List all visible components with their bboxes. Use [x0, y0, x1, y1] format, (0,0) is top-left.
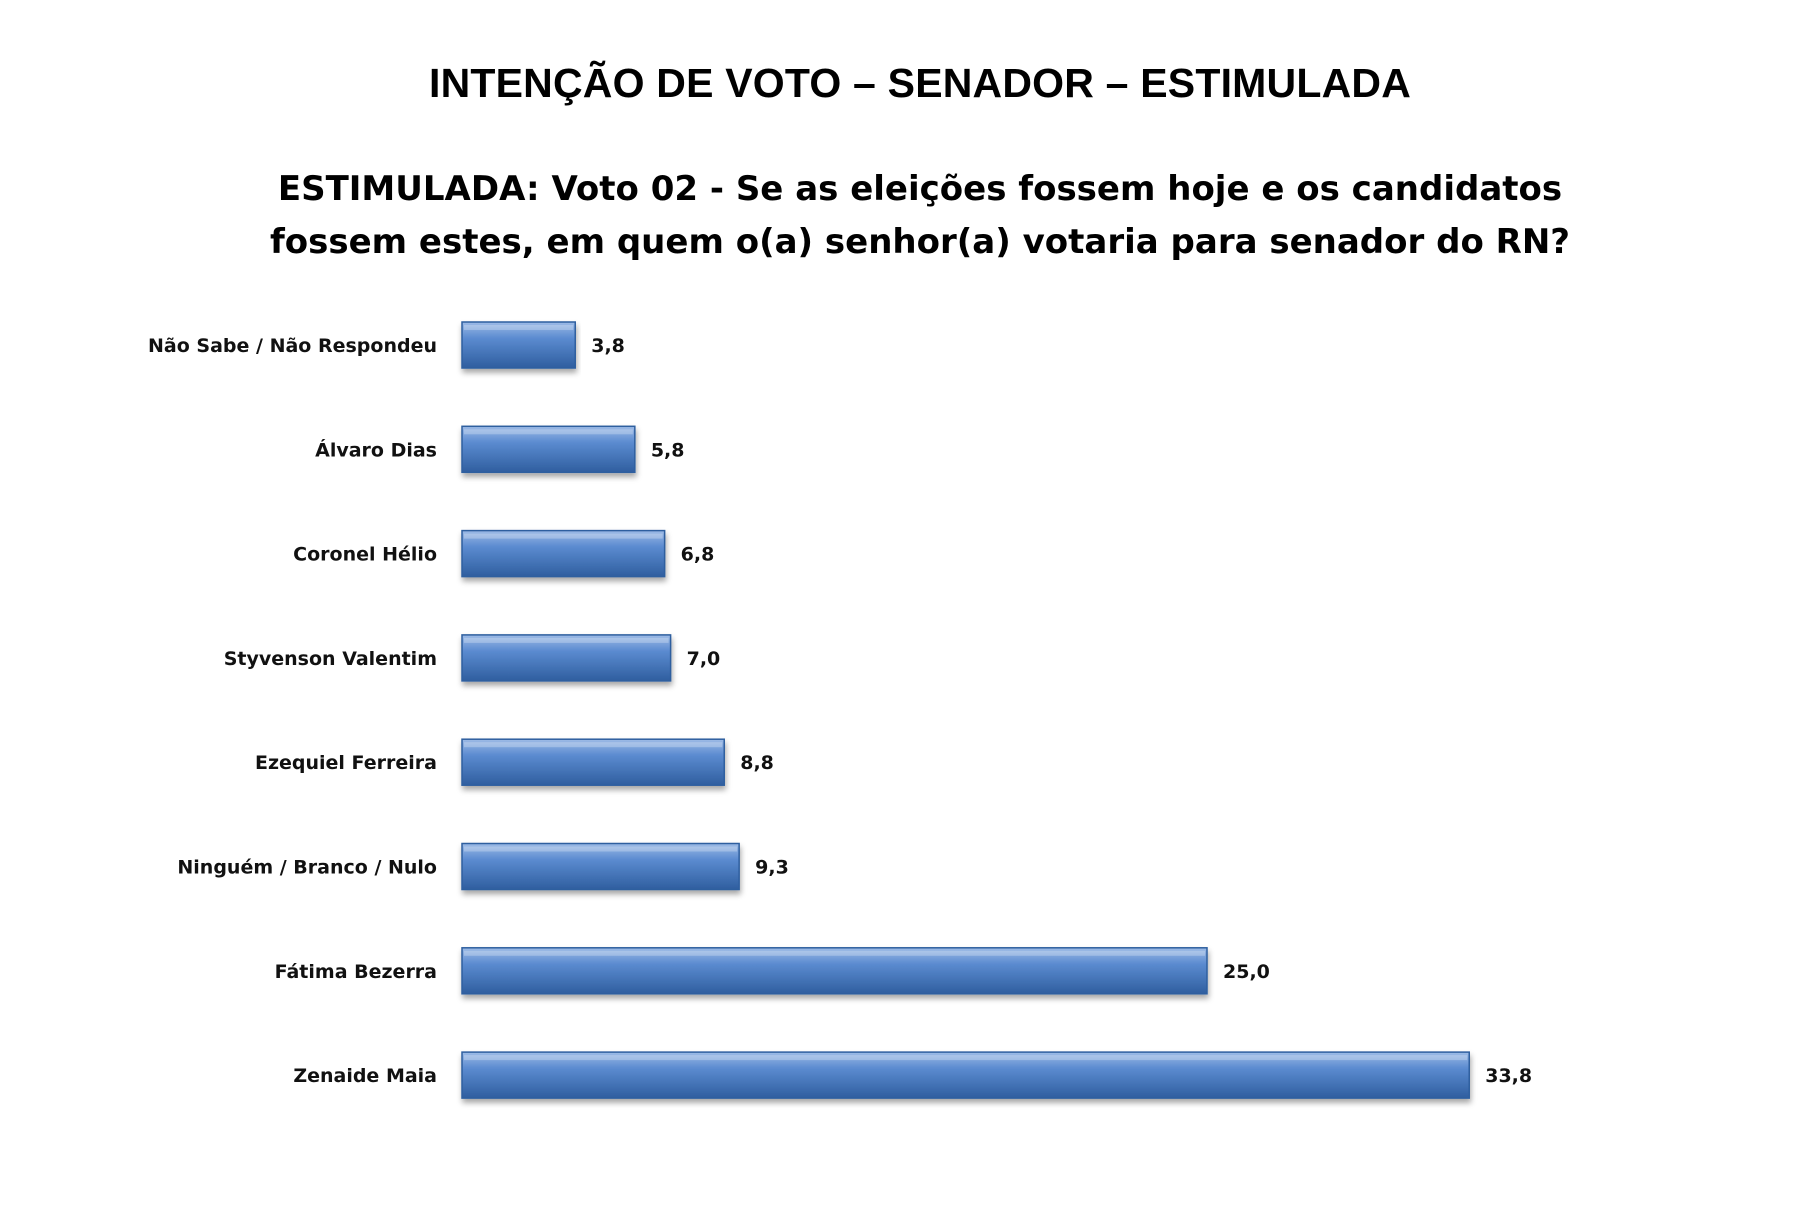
- bar-highlight-3: [464, 637, 669, 643]
- value-label-1: 5,8: [651, 439, 685, 461]
- subtitle-line-2: fossem estes, em quem o(a) senhor(a) vot…: [269, 222, 1571, 262]
- value-label-0: 3,8: [591, 335, 625, 357]
- category-label-5: Ninguém / Branco / Nulo: [177, 857, 437, 879]
- chart-title: INTENÇÃO DE VOTO – SENADOR – ESTIMULADA: [428, 60, 1412, 106]
- bar-highlight-7: [464, 1055, 1468, 1061]
- subtitle-line-1: ESTIMULADA: Voto 02 - Se as eleições fos…: [277, 169, 1563, 209]
- bar-highlight-5: [464, 846, 738, 852]
- bar-2: [461, 529, 666, 578]
- value-label-4: 8,8: [740, 752, 774, 774]
- bar-5: [461, 842, 740, 891]
- value-label-7: 33,8: [1485, 1065, 1532, 1087]
- bar-highlight-4: [464, 742, 723, 748]
- category-label-4: Ezequiel Ferreira: [255, 752, 437, 774]
- value-label-2: 6,8: [681, 544, 715, 566]
- value-label-3: 7,0: [687, 648, 721, 670]
- category-label-1: Álvaro Dias: [315, 438, 437, 461]
- bar-7: [461, 1051, 1470, 1099]
- bar-0: [461, 321, 576, 369]
- chart-subtitle: ESTIMULADA: Voto 02 - Se as eleições fos…: [0, 163, 1798, 269]
- bar-3: [461, 634, 672, 682]
- bar-6: [461, 947, 1208, 995]
- bar-4: [461, 738, 725, 786]
- category-label-2: Coronel Hélio: [293, 544, 437, 566]
- bar-1: [461, 425, 636, 474]
- bar-highlight-0: [464, 325, 574, 330]
- category-label-0: Não Sabe / Não Respondeu: [148, 335, 437, 357]
- value-label-5: 9,3: [755, 857, 789, 879]
- bar-highlight-6: [464, 950, 1205, 956]
- value-label-6: 25,0: [1223, 961, 1270, 983]
- category-label-7: Zenaide Maia: [293, 1065, 437, 1087]
- bar-highlight-2: [464, 533, 663, 539]
- bar-highlight-1: [464, 429, 633, 435]
- category-label-3: Styvenson Valentim: [224, 648, 437, 670]
- category-label-6: Fátima Bezerra: [275, 961, 437, 983]
- bars-group: Não Sabe / Não Respondeu 3,8 Álvaro Dias 5,…: [148, 321, 1532, 1099]
